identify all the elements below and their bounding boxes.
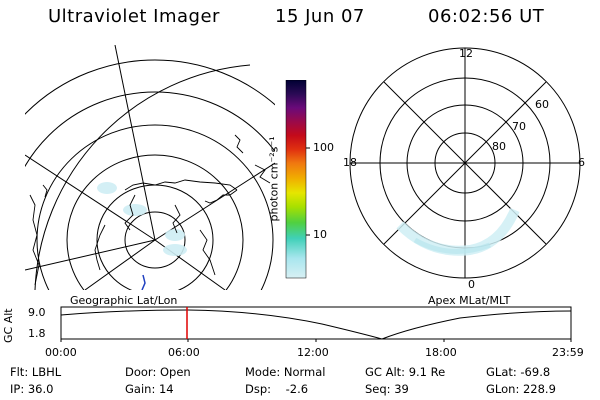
time-label: 06:02:56 UT [428,6,545,27]
latitude-circle [124,211,186,269]
colorbar-tick-10: 10 [313,228,327,241]
date-label: 15 Jun 07 [275,6,365,27]
meridian-line [114,45,156,241]
meridian-line [84,239,156,290]
colorbar-unit-label: photon cm⁻²s⁻¹ [267,136,281,222]
coastline [29,194,40,286]
info-door: Door: Open [125,365,191,379]
latitude-circle [96,184,214,290]
altitude-plot [60,306,572,342]
aurora-oval [396,207,520,256]
coastline [124,179,238,191]
coastline [124,194,136,231]
polar-diagonal [383,81,547,245]
info-gc-alt: GC Alt: 9.1 Re [365,365,446,379]
coastline [42,184,48,198]
info-glat: GLat: -69.8 [486,365,551,379]
info-ip: IP: 36.0 [10,382,54,396]
coastline [204,189,238,204]
meridian-line [154,162,275,241]
instrument-title: Ultraviolet Imager [48,6,220,27]
colorbar [285,80,310,279]
polar-label-left: 18 [343,156,357,169]
coastline [199,229,216,276]
polar-label-top: 12 [459,47,473,60]
coastline [94,224,106,271]
info-dsp: Dsp: -2.6 [245,382,309,396]
colorbar-tick-100: 100 [313,141,334,154]
latitude-circle [36,124,274,290]
info-gain: Gain: 14 [125,382,174,396]
info-mode: Mode: Normal [245,365,326,379]
time-tick-2359: 23:59 [552,346,584,359]
geographic-map [25,45,275,290]
info-glon: GLon: 228.9 [486,382,556,396]
time-tick-0000: 00:00 [45,346,77,359]
polar-plot [349,47,581,279]
polar-ring-label-80: 80 [492,140,506,153]
panel-label-geographic: Geographic Lat/Lon [70,294,178,307]
altitude-curve [60,309,572,340]
altitude-tick-high: 9.0 [28,306,46,319]
panel-label-apex: Apex MLat/MLT [428,294,511,307]
polar-ring-label-60: 60 [535,98,549,111]
meridian-line [25,239,156,271]
info-seq: Seq: 39 [365,382,409,396]
satellite-track [141,274,146,290]
time-tick-0600: 06:00 [168,346,200,359]
polar-label-right: 6 [578,156,585,169]
altitude-axis-title: GC Alt [2,308,15,343]
polar-ring-label-70: 70 [512,120,526,133]
latitude-circle [25,59,275,115]
altitude-tick-low: 1.8 [28,327,46,340]
globe-limb [34,64,251,290]
coastline [234,134,244,154]
colorbar-gradient [285,80,307,279]
latitude-circle [66,154,244,290]
time-tick-1200: 12:00 [297,346,329,359]
coastline [254,164,271,184]
coastline [172,204,181,234]
latitude-circle [25,91,275,168]
meridian-line [25,154,156,241]
info-filter: Flt: LBHL [10,365,62,379]
time-tick-1800: 18:00 [425,346,457,359]
polar-label-bottom: 0 [468,278,475,291]
